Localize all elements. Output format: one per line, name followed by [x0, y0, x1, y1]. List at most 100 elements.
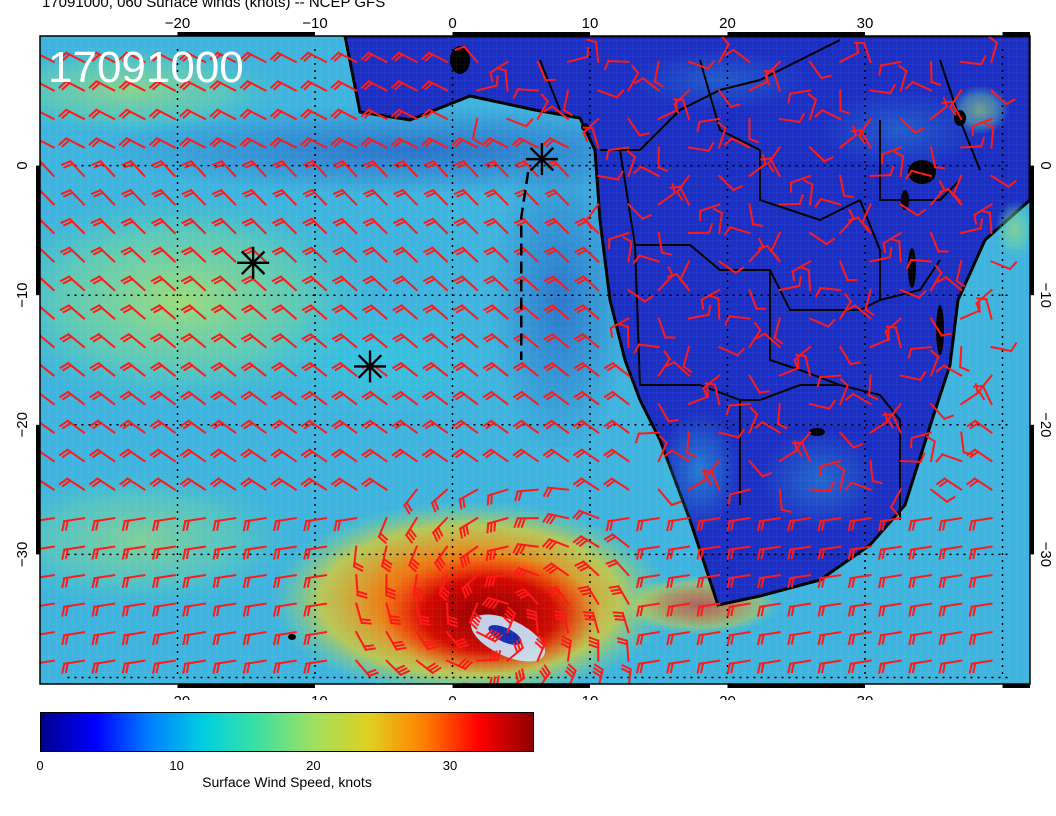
- wind-barb: [360, 108, 388, 121]
- wind-barb: [847, 516, 872, 532]
- wind-barb: [272, 545, 297, 560]
- wind-barb: [301, 275, 328, 292]
- frame-bar: [452, 684, 590, 688]
- wind-barb: [838, 431, 864, 449]
- wind-barb: [212, 516, 237, 532]
- wind-barb: [666, 659, 691, 674]
- wind-barb: [608, 584, 630, 606]
- wind-barb: [990, 174, 1018, 188]
- wind-barb: [404, 516, 419, 544]
- wind-barb: [718, 428, 746, 439]
- wind-barb: [657, 317, 676, 339]
- wind-barb: [179, 108, 207, 121]
- wind-barb: [303, 545, 328, 560]
- wind-barb: [506, 637, 525, 663]
- wind-barb: [506, 117, 534, 128]
- wind-barb: [869, 247, 893, 263]
- wind-barb: [877, 659, 902, 674]
- wind-barb: [514, 488, 539, 502]
- wind-barb: [607, 231, 630, 250]
- wind-barb: [300, 477, 328, 491]
- wind-barb: [483, 188, 509, 206]
- wind-barb: [938, 602, 963, 617]
- wind-barb: [121, 159, 146, 178]
- wind-barb: [90, 275, 116, 292]
- wind-barb: [513, 217, 540, 235]
- wind-barb: [627, 288, 654, 303]
- wind-barb: [936, 275, 963, 292]
- wind-barb: [150, 304, 177, 320]
- wind-barb: [151, 159, 177, 178]
- wind-barb: [271, 275, 298, 292]
- wind-barb: [392, 275, 419, 292]
- wind-barb: [182, 659, 207, 674]
- wind-barb: [181, 217, 207, 235]
- wind-barb: [795, 353, 812, 377]
- wind-barb: [572, 535, 600, 548]
- wind-barb: [673, 98, 691, 121]
- wind-barb: [525, 608, 539, 634]
- wind-barb: [476, 650, 502, 662]
- wind-barb: [627, 203, 653, 221]
- wind-barb: [534, 634, 547, 662]
- wind-barb: [148, 136, 177, 149]
- wind-barb: [209, 79, 237, 92]
- wind-barb: [877, 631, 902, 646]
- wind-barb: [592, 663, 604, 684]
- wind-barb: [451, 136, 479, 149]
- wind-barb: [242, 573, 267, 589]
- wind-barb: [458, 488, 479, 510]
- wind-barb: [121, 545, 146, 560]
- wind-barb: [151, 602, 176, 617]
- wind-barb: [573, 332, 600, 349]
- wind-barb: [512, 87, 539, 99]
- wind-map[interactable]: 17091000 −20 −20 −10 −10 0 0 10 10 20 20 30 30 0 0 −10…: [0, 0, 1056, 700]
- wind-barb: [445, 630, 470, 650]
- wind-barb: [422, 361, 449, 377]
- lon-tick-label-bottom: 10: [582, 693, 599, 700]
- wind-barb: [938, 631, 963, 646]
- frame-bar: [36, 424, 40, 555]
- wind-barb: [717, 89, 741, 109]
- wind-barb: [696, 117, 721, 132]
- wind-barb: [756, 631, 781, 646]
- wind-barb: [787, 602, 812, 617]
- wind-barb: [390, 108, 419, 121]
- wind-barb: [971, 117, 993, 137]
- wind-barb: [209, 108, 237, 121]
- wind-barb: [938, 187, 963, 206]
- wind-barb: [929, 146, 946, 170]
- wind-barb: [148, 79, 177, 92]
- wind-barb: [423, 159, 449, 178]
- wind-barb: [808, 146, 834, 163]
- wind-barb: [272, 659, 297, 674]
- wind-barb: [726, 659, 751, 674]
- wind-barb: [363, 159, 388, 178]
- wind-barb: [361, 390, 388, 406]
- wind-barb: [269, 136, 298, 149]
- wind-barb: [302, 217, 328, 235]
- wind-barb: [91, 516, 116, 532]
- wind-barb: [597, 170, 624, 181]
- wind-barb: [687, 304, 712, 320]
- wind-barb: [385, 659, 411, 677]
- wind-barb: [330, 136, 358, 149]
- wind-barb: [835, 463, 846, 491]
- wind-barb: [209, 136, 237, 149]
- frame-ticks: [36, 32, 1034, 688]
- wind-barb: [40, 53, 56, 64]
- wind-barb: [242, 516, 267, 532]
- wind-barb: [818, 459, 842, 477]
- wind-barb: [929, 264, 943, 292]
- colorbar-tick-label: 0: [36, 758, 44, 773]
- wind-barb: [603, 361, 630, 377]
- wind-barb: [637, 689, 659, 700]
- lon-tick-label-top: 30: [857, 15, 874, 32]
- wind-barb: [816, 374, 842, 388]
- wind-barb: [846, 304, 872, 320]
- wind-barb: [808, 399, 836, 411]
- wind-barb: [817, 659, 842, 674]
- wind-barb: [764, 60, 782, 86]
- wind-barb: [844, 392, 872, 406]
- wind-barb: [760, 156, 782, 178]
